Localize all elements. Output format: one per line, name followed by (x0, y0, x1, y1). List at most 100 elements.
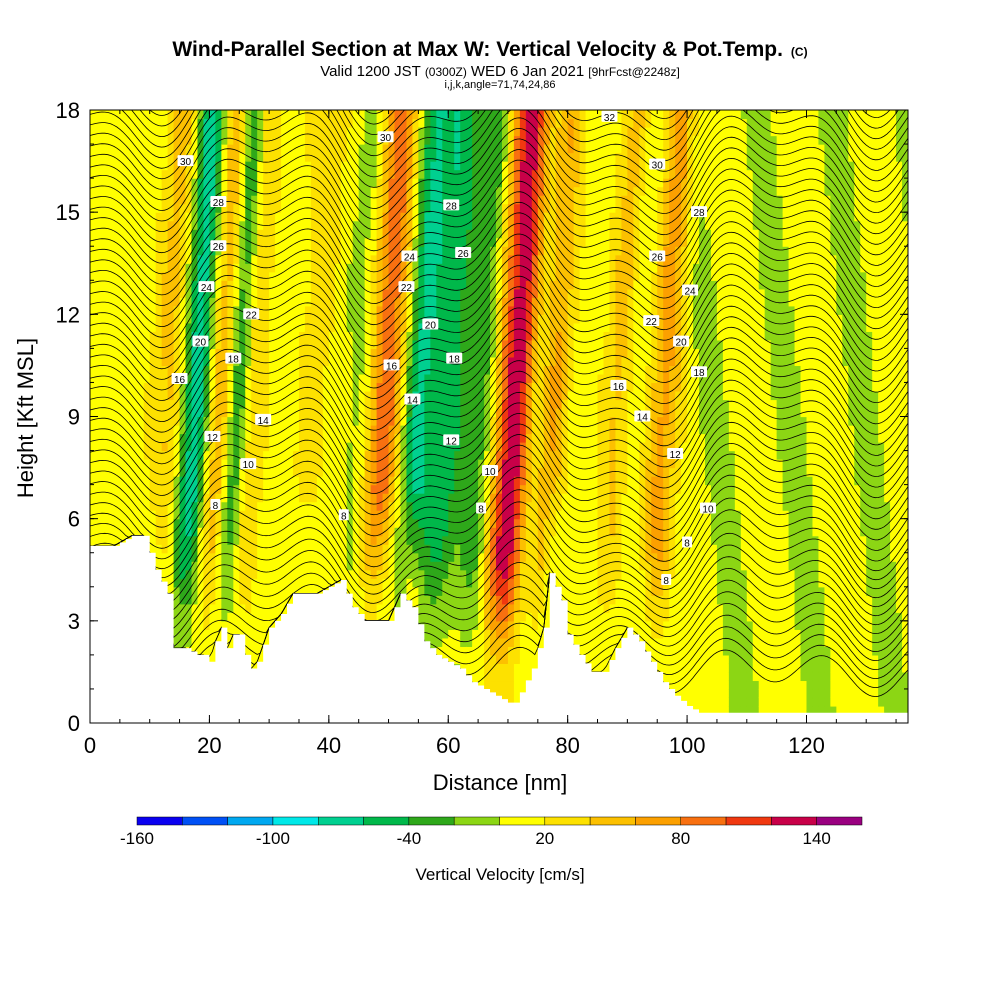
field-cell (346, 288, 354, 298)
field-cell (310, 288, 318, 298)
field-cell (101, 229, 109, 239)
field-cell (406, 433, 414, 443)
field-cell (436, 254, 443, 264)
field-cell (167, 280, 175, 290)
field-cell (185, 569, 193, 579)
field-cell (173, 356, 181, 367)
field-cell (191, 416, 199, 426)
field-cell (310, 237, 318, 247)
field-cell (304, 237, 312, 247)
field-cell (275, 467, 282, 477)
field-cell (227, 586, 234, 596)
field-cell (125, 288, 133, 298)
field-cell (352, 561, 360, 571)
field-cell (328, 433, 336, 443)
field-cell (179, 390, 187, 401)
field-cell (370, 331, 378, 341)
field-cell (334, 493, 342, 503)
field-cell (101, 246, 109, 256)
field-cell (191, 135, 199, 145)
field-cell (221, 212, 228, 222)
field-cell (454, 501, 461, 511)
field-cell (298, 263, 306, 273)
plot-area: 3028262422201816141210883028262422201816… (90, 110, 908, 723)
field-cell (298, 535, 306, 545)
field-cell (370, 118, 378, 128)
field-cell (275, 229, 282, 239)
field-cell (221, 178, 228, 188)
field-cell (460, 271, 467, 281)
field-cell (430, 629, 437, 639)
field-cell (478, 637, 485, 647)
field-cell (275, 178, 282, 188)
field-cell (442, 331, 449, 341)
field-cell (364, 314, 372, 324)
field-cell (310, 127, 318, 137)
field-cell (245, 450, 252, 460)
field-cell (460, 229, 467, 239)
field-cell (131, 459, 139, 469)
field-cell (191, 144, 199, 154)
field-cell (424, 305, 431, 315)
field-cell (101, 305, 109, 315)
field-cell (287, 237, 294, 247)
field-cell (412, 314, 419, 324)
field-cell (293, 297, 300, 307)
field-cell (281, 348, 288, 358)
field-cell (412, 280, 419, 290)
field-cell (90, 339, 97, 349)
field-cell (95, 416, 103, 426)
field-cell (173, 348, 181, 358)
field-cell (472, 135, 479, 145)
field-cell (245, 118, 252, 128)
field-cell (478, 493, 485, 503)
field-cell (346, 186, 354, 196)
field-cell (334, 110, 342, 120)
field-cell (430, 348, 437, 358)
field-cell (472, 144, 479, 154)
field-cell (155, 144, 163, 154)
field-cell (221, 612, 228, 622)
field-cell (501, 544, 509, 554)
field-cell (316, 501, 324, 511)
field-cell (191, 399, 199, 409)
field-cell (478, 680, 485, 690)
field-cell (221, 288, 228, 298)
field-cell (442, 280, 449, 290)
field-cell (436, 510, 443, 520)
field-cell (448, 442, 455, 452)
field-cell (90, 110, 97, 120)
field-cell (466, 510, 473, 520)
field-cell (113, 246, 121, 256)
field-cell (107, 297, 115, 307)
field-cell (275, 442, 282, 452)
field-cell (161, 254, 169, 264)
field-cell (496, 612, 503, 622)
field-cell (269, 144, 276, 154)
field-cell (203, 263, 211, 273)
field-cell (173, 271, 181, 281)
field-cell (490, 288, 497, 298)
field-cell (490, 348, 497, 358)
field-cell (90, 348, 97, 358)
field-cell (484, 246, 491, 256)
field-cell (478, 186, 485, 196)
field-cell (352, 331, 360, 341)
field-cell (251, 220, 258, 230)
field-cell (245, 271, 252, 281)
field-cell (263, 407, 270, 418)
field-cell (209, 339, 216, 349)
field-cell (119, 135, 127, 145)
field-cell (281, 178, 288, 188)
field-cell (334, 152, 342, 162)
field-cell (101, 450, 109, 460)
field-cell (484, 578, 491, 588)
field-cell (418, 178, 425, 188)
field-cell (293, 135, 300, 145)
field-cell (90, 314, 97, 324)
field-cell (137, 331, 145, 341)
field-cell (269, 561, 276, 571)
field-cell (221, 569, 228, 579)
field-cell (328, 510, 336, 520)
field-cell (197, 544, 205, 554)
